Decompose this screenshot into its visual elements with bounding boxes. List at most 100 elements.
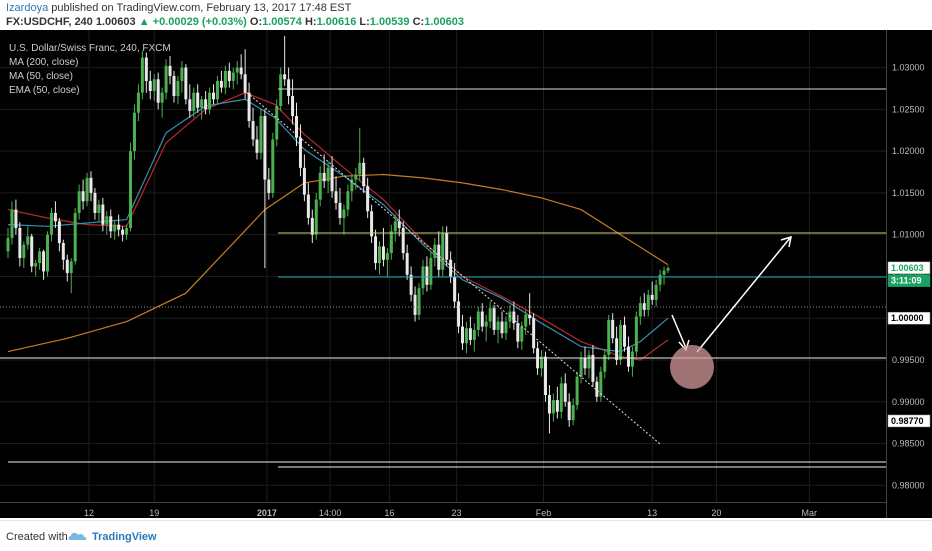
candle [302,154,306,202]
downtrend-line[interactable] [243,89,661,445]
candle [619,319,623,365]
candle [73,207,77,265]
tradingview-logo-icon[interactable] [68,531,88,543]
candle-body [551,400,555,414]
candle [370,204,374,244]
candle-body [409,274,413,295]
candle [583,346,587,376]
candle-body [453,276,457,302]
candle-body [38,251,42,264]
candle-body [188,99,192,112]
candle [650,281,654,305]
candle [77,184,81,220]
candle [235,60,239,85]
candle-body [366,186,370,212]
candle [409,266,413,302]
candle [484,314,488,342]
price-label-last: 1.00603 [887,261,931,275]
candle-body [603,354,607,372]
candle-body [385,253,389,260]
price-chart[interactable]: U.S. Dollar/Swiss Franc, 240, FXCM MA (2… [0,30,932,518]
author-link[interactable]: Izardoya [6,2,49,14]
candle [255,126,259,160]
down-arrow[interactable] [671,314,687,349]
candle-body [105,216,109,225]
candle [101,197,105,232]
price-label-box [887,261,931,275]
candle-body [279,74,283,107]
candle [374,229,378,270]
candle-body [666,268,670,271]
price-label-text: 1.00603 [891,263,924,273]
tradingview-link[interactable]: TradingView [92,531,157,543]
candle-body [449,259,453,277]
candle [579,351,583,384]
candle-body [559,383,563,412]
candle-body [314,199,318,235]
candle-body [623,324,627,347]
candle [512,301,516,330]
up-triangle-icon: ▲ [138,16,150,28]
candle-body [389,231,393,254]
candle [239,54,243,80]
candle [113,219,117,240]
candle-body [354,174,358,180]
candle [140,50,144,100]
candle [219,70,223,93]
candle [184,64,188,105]
candle [634,311,638,357]
candle-body [322,172,326,182]
candle [334,176,338,210]
candle-body [393,221,397,232]
candle [540,349,544,377]
candle [136,84,140,122]
candle-body [334,191,338,203]
candle [441,226,445,277]
candle [425,256,429,292]
chart-title: U.S. Dollar/Swiss Franc, 240, FXCM [9,43,171,54]
candle-body [156,79,160,103]
candle-body [619,324,623,360]
candle [658,269,662,292]
legend-ma200[interactable]: MA (200, close) [9,57,78,68]
legend-ema50[interactable]: EMA (50, close) [9,85,80,96]
candle-body [413,294,417,315]
candle [263,109,267,269]
time-axis[interactable]: 12 19 2017 14:00 16 23 Feb 13 20 Mar [84,508,817,518]
candle [547,385,551,434]
candle-body [567,401,571,421]
candle [65,254,69,282]
candle-body [251,121,255,140]
candle-body [247,92,251,122]
candle [251,107,255,147]
candle [654,279,658,307]
candle [603,349,607,379]
candle [204,90,208,115]
candle-body [26,236,30,245]
candle-body [81,191,85,202]
candle-body [646,294,650,310]
candle-body [77,191,81,213]
candle-body [326,167,330,182]
footer-bar: Created with TradingView [0,520,932,551]
chart-area[interactable]: U.S. Dollar/Swiss Franc, 240, FXCM MA (2… [0,30,932,518]
candle-body [255,139,259,153]
candle [532,313,536,354]
price-tick-label: 1.02500 [892,104,925,114]
candle [429,251,433,290]
candle-body [204,99,208,110]
candle-body [555,400,559,412]
candle [366,177,370,218]
candle [322,154,326,188]
candle-body [287,79,291,96]
up-arrow-head [780,235,792,248]
candle [555,386,559,419]
candle-body [528,314,532,319]
candle [480,303,484,332]
up-arrow[interactable] [696,237,791,353]
header-bar: Izardoya published on TradingView.com, F… [0,0,932,30]
price-label-box [887,414,931,428]
legend-ma50[interactable]: MA (50, close) [9,71,73,82]
candle-body [148,80,152,91]
target-zone-circle[interactable] [670,345,714,389]
